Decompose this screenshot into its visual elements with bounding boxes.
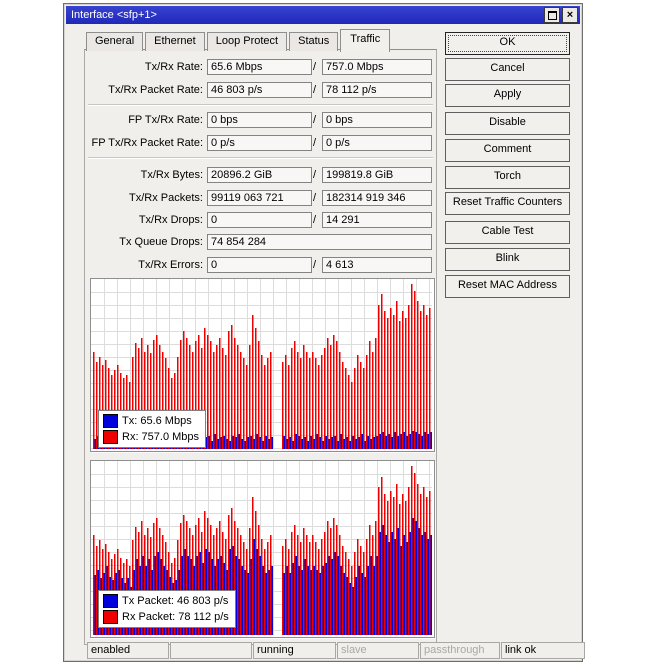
fp-tx-packet-rate-field[interactable]: 0 p/s bbox=[207, 135, 312, 151]
packet-rate-chart: Tx Packet: 46 803 p/s Rx Packet: 78 112 … bbox=[90, 460, 435, 638]
tx-packet-color-swatch-icon bbox=[103, 594, 118, 608]
ok-button[interactable]: OK bbox=[445, 32, 570, 55]
interface-dialog-window: Interface <sfp+1> × General Ethernet Loo… bbox=[63, 3, 586, 662]
field-label: FP Tx/Rx Packet Rate: bbox=[91, 137, 203, 149]
field-label: Tx/Rx Packets: bbox=[129, 192, 203, 204]
tx-errors-field[interactable]: 0 bbox=[207, 257, 312, 273]
slash-separator: / bbox=[313, 214, 317, 226]
slash-separator: / bbox=[313, 169, 317, 181]
packet-legend: Tx Packet: 46 803 p/s Rx Packet: 78 112 … bbox=[98, 590, 236, 628]
fp-rx-packet-rate-field[interactable]: 0 p/s bbox=[322, 135, 432, 151]
rate-legend: Tx: 65.6 Mbps Rx: 757.0 Mbps bbox=[98, 410, 207, 448]
status-slave: slave bbox=[337, 642, 419, 659]
legend-row: Rx: 757.0 Mbps bbox=[103, 429, 199, 445]
rx-packet-rate-field[interactable]: 78 112 p/s bbox=[322, 82, 432, 98]
field-label: Tx/Rx Rate: bbox=[144, 61, 203, 73]
cancel-button[interactable]: Cancel bbox=[445, 58, 570, 81]
rx-packets-field[interactable]: 182314 919 346 bbox=[322, 190, 432, 206]
tx-bytes-field[interactable]: 20896.2 GiB bbox=[207, 167, 312, 183]
apply-button[interactable]: Apply bbox=[445, 84, 570, 107]
tx-packets-field[interactable]: 99119 063 721 bbox=[207, 190, 312, 206]
tab-ethernet[interactable]: Ethernet bbox=[145, 32, 205, 51]
rx-rate-legend-label: Rx: 757.0 Mbps bbox=[122, 431, 200, 443]
maximize-icon bbox=[547, 10, 557, 20]
tx-queue-drops-field[interactable]: 74 854 284 bbox=[207, 234, 432, 250]
slash-separator: / bbox=[313, 114, 317, 126]
fp-rx-rate-field[interactable]: 0 bps bbox=[322, 112, 432, 128]
tab-strip: General Ethernet Loop Protect Status Tra… bbox=[86, 29, 392, 52]
field-label: Tx/Rx Packet Rate: bbox=[108, 84, 203, 96]
rx-packet-color-swatch-icon bbox=[103, 610, 118, 624]
close-button[interactable]: × bbox=[562, 7, 578, 23]
rx-rate-field[interactable]: 757.0 Mbps bbox=[322, 59, 432, 75]
close-icon: × bbox=[566, 8, 574, 21]
tx-packet-rate-field[interactable]: 46 803 p/s bbox=[207, 82, 312, 98]
tab-loop-protect[interactable]: Loop Protect bbox=[206, 32, 288, 51]
comment-button[interactable]: Comment bbox=[445, 139, 570, 162]
reset-traffic-counters-button[interactable]: Reset Traffic Counters bbox=[445, 192, 570, 215]
status-running: running bbox=[253, 642, 336, 659]
slash-separator: / bbox=[313, 137, 317, 149]
tx-packet-legend-label: Tx Packet: 46 803 p/s bbox=[122, 595, 229, 607]
maximize-button[interactable] bbox=[544, 7, 560, 23]
field-label: Tx/Rx Errors: bbox=[138, 259, 203, 271]
blink-button[interactable]: Blink bbox=[445, 248, 570, 271]
tab-traffic[interactable]: Traffic bbox=[340, 29, 391, 52]
rx-color-swatch-icon bbox=[103, 430, 118, 444]
slash-separator: / bbox=[313, 259, 317, 271]
field-label: Tx/Rx Drops: bbox=[138, 214, 203, 226]
tx-rate-legend-label: Tx: 65.6 Mbps bbox=[122, 415, 192, 427]
cable-test-button[interactable]: Cable Test bbox=[445, 221, 570, 244]
disable-button[interactable]: Disable bbox=[445, 112, 570, 135]
rx-errors-field[interactable]: 4 613 bbox=[322, 257, 432, 273]
fp-tx-rate-field[interactable]: 0 bps bbox=[207, 112, 312, 128]
rx-packet-legend-label: Rx Packet: 78 112 p/s bbox=[122, 611, 229, 623]
legend-row: Tx Packet: 46 803 p/s bbox=[103, 593, 229, 609]
traffic-rate-chart: Tx: 65.6 Mbps Rx: 757.0 Mbps bbox=[90, 278, 435, 452]
tab-general[interactable]: General bbox=[86, 32, 144, 51]
status-passthrough: passthrough bbox=[420, 642, 500, 659]
tx-color-swatch-icon bbox=[103, 414, 118, 428]
torch-button[interactable]: Torch bbox=[445, 166, 570, 189]
field-label: Tx/Rx Bytes: bbox=[140, 169, 203, 181]
legend-row: Rx Packet: 78 112 p/s bbox=[103, 609, 229, 625]
status-link-ok: link ok bbox=[501, 642, 585, 659]
status-empty bbox=[170, 642, 252, 659]
field-label: Tx Queue Drops: bbox=[119, 236, 203, 248]
slash-separator: / bbox=[313, 192, 317, 204]
tab-status[interactable]: Status bbox=[289, 32, 339, 51]
window-titlebar[interactable]: Interface <sfp+1> × bbox=[66, 6, 580, 24]
status-bar: enabled running slave passthrough link o… bbox=[87, 642, 586, 659]
slash-separator: / bbox=[313, 61, 317, 73]
legend-row: Tx: 65.6 Mbps bbox=[103, 413, 199, 429]
slash-separator: / bbox=[313, 84, 317, 96]
group-divider bbox=[88, 104, 433, 106]
window-title: Interface <sfp+1> bbox=[71, 9, 157, 21]
group-divider bbox=[88, 157, 433, 159]
tx-rate-field[interactable]: 65.6 Mbps bbox=[207, 59, 312, 75]
rx-bytes-field[interactable]: 199819.8 GiB bbox=[322, 167, 432, 183]
rx-drops-field[interactable]: 14 291 bbox=[322, 212, 432, 228]
reset-mac-address-button[interactable]: Reset MAC Address bbox=[445, 275, 570, 298]
status-enabled: enabled bbox=[87, 642, 169, 659]
tx-drops-field[interactable]: 0 bbox=[207, 212, 312, 228]
field-label: FP Tx/Rx Rate: bbox=[128, 114, 203, 126]
